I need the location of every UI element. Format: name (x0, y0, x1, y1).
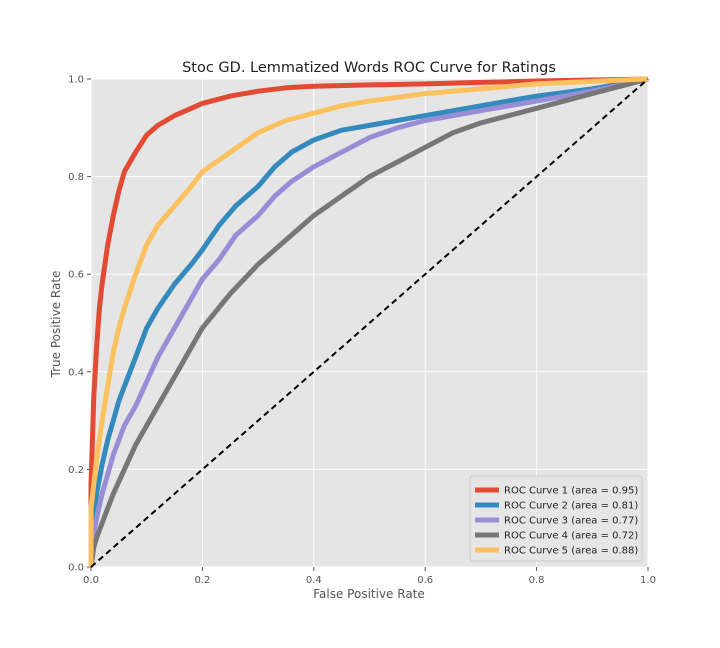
axis-ticks: 0.0 0.2 0.4 0.6 0.8 1.0 0.0 0.2 0.4 0.6 0.8 1.0 (68, 75, 656, 587)
legend-label: ROC Curve 3 (area = 0.77) (504, 516, 638, 527)
series-group (88, 76, 649, 568)
x-tick-label: 0.0 (83, 575, 99, 586)
y-tick-label: 0.6 (68, 270, 84, 281)
x-axis-label: False Positive Rate (313, 587, 425, 601)
y-tick-label: 0.0 (68, 563, 84, 574)
y-tick-label: 0.4 (68, 367, 84, 378)
x-tick-label: 1.0 (640, 575, 656, 586)
x-tick-label: 0.8 (529, 575, 545, 586)
x-tick-label: 0.4 (306, 575, 322, 586)
legend: ROC Curve 1 (area = 0.95) ROC Curve 2 (ar… (469, 475, 643, 562)
legend-label: ROC Curve 5 (area = 0.88) (504, 546, 638, 557)
y-tick-label: 0.8 (68, 172, 84, 183)
chance-diagonal-line (90, 78, 649, 568)
y-tick-label: 1.0 (68, 75, 84, 86)
legend-label: ROC Curve 4 (area = 0.72) (504, 531, 638, 542)
roc-curve-5-line (88, 76, 649, 567)
chart-title: Stoc GD. Lemmatized Words ROC Curve for … (182, 60, 556, 76)
x-tick-label: 0.2 (194, 575, 210, 586)
roc-curve-3-line (88, 76, 649, 568)
roc-curve-2-line (88, 76, 649, 568)
y-axis-label: True Positive Rate (49, 271, 63, 379)
roc-curve-4-line (88, 76, 649, 568)
legend-box (469, 475, 643, 562)
legend-label: ROC Curve 1 (area = 0.95) (504, 486, 638, 497)
x-tick-label: 0.6 (417, 575, 433, 586)
legend-label: ROC Curve 2 (area = 0.81) (504, 501, 638, 512)
y-tick-label: 0.2 (68, 465, 84, 476)
roc-curve-1-line (88, 76, 649, 567)
